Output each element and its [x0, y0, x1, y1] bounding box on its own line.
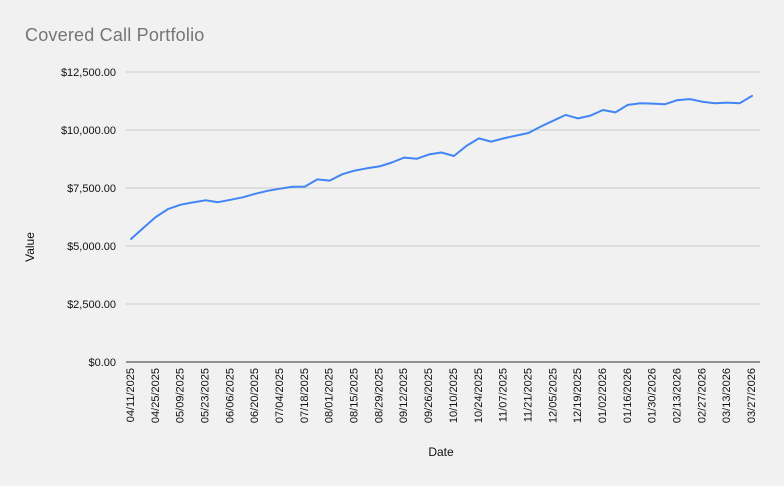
x-tick-label: 07/04/2025 [274, 368, 286, 423]
x-tick-label: 12/05/2025 [547, 368, 559, 423]
x-tick-label: 04/11/2025 [125, 368, 137, 422]
x-tick-label: 12/19/2025 [572, 368, 584, 423]
x-tick-label: 03/13/2026 [721, 368, 733, 423]
chart-title: Covered Call Portfolio [25, 25, 205, 45]
y-tick-label: $7,500.00 [67, 183, 116, 195]
x-tick-label: 07/18/2025 [299, 368, 311, 423]
x-tick-label: 11/07/2025 [498, 368, 510, 422]
x-axis-title: Date [428, 445, 454, 459]
y-tick-label: $10,000.00 [61, 125, 116, 137]
x-tick-label: 01/30/2026 [647, 368, 659, 423]
x-tick-label: 08/01/2025 [324, 368, 336, 423]
y-tick-label: $12,500.00 [61, 67, 116, 79]
x-tick-label: 06/06/2025 [224, 368, 236, 423]
x-tick-label: 05/09/2025 [175, 368, 187, 423]
x-tick-label: 09/12/2025 [398, 368, 410, 423]
x-tick-label: 06/20/2025 [249, 368, 261, 423]
x-tick-label: 11/21/2025 [522, 368, 534, 422]
x-tick-label: 03/27/2026 [746, 368, 758, 423]
x-tick-label: 10/24/2025 [473, 368, 485, 423]
y-tick-label: $5,000.00 [67, 241, 116, 253]
x-tick-label: 09/26/2025 [423, 368, 435, 423]
x-tick-label: 01/16/2026 [622, 368, 634, 423]
x-tick-label: 08/29/2025 [373, 368, 385, 423]
x-tick-label: 10/10/2025 [448, 368, 460, 423]
x-tick-label: 05/23/2025 [200, 368, 212, 423]
x-tick-label: 04/25/2025 [150, 368, 162, 423]
x-tick-label: 02/13/2026 [671, 368, 683, 423]
series-line [130, 94, 753, 240]
y-tick-label: $2,500.00 [67, 299, 116, 311]
x-tick-label: 08/15/2025 [349, 368, 361, 423]
x-tick-label: 02/27/2026 [696, 368, 708, 423]
x-tick-label: 01/02/2026 [597, 368, 609, 423]
y-tick-label: $0.00 [88, 357, 116, 369]
